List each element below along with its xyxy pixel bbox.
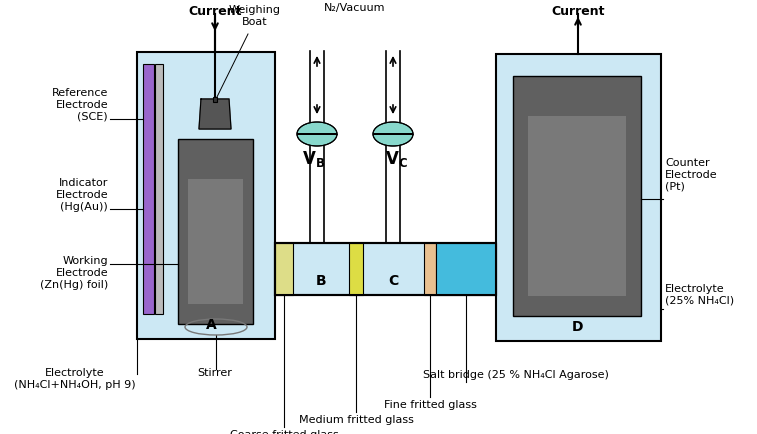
Polygon shape [199, 100, 231, 130]
Text: Current: Current [188, 5, 241, 18]
Text: Electrolyte
(NH₄Cl+NH₄OH, pH 9): Electrolyte (NH₄Cl+NH₄OH, pH 9) [14, 367, 136, 389]
Bar [188, 180, 243, 304]
Text: Counter
Electrode
(Pt): Counter Electrode (Pt) [665, 158, 718, 191]
Polygon shape [373, 123, 413, 135]
Polygon shape [297, 135, 337, 147]
Bar [275, 243, 293, 295]
Bar [155, 65, 163, 314]
Text: Working
Electrode
(Zn(Hg) foil): Working Electrode (Zn(Hg) foil) [40, 256, 108, 289]
Bar [436, 243, 496, 295]
Bar [424, 243, 436, 295]
Text: C: C [388, 273, 398, 287]
Bar [528, 117, 626, 296]
Text: Stirrer: Stirrer [198, 367, 232, 377]
Text: Fine fritted glass: Fine fritted glass [384, 399, 476, 409]
Text: Reference
Electrode
(SCE): Reference Electrode (SCE) [51, 88, 108, 122]
Bar [213, 98, 217, 103]
Text: Indicator
Electrode
(Hg(Au)): Indicator Electrode (Hg(Au)) [55, 178, 108, 211]
Text: Electrolyte
(25% NH₄Cl): Electrolyte (25% NH₄Cl) [665, 283, 734, 305]
Text: D: D [572, 319, 584, 333]
Text: $\mathbf{V_C}$: $\mathbf{V_C}$ [385, 149, 407, 169]
Text: N₂/Vacuum: N₂/Vacuum [324, 3, 386, 13]
Bar [178, 140, 253, 324]
Text: Coarse fritted glass: Coarse fritted glass [229, 429, 338, 434]
Text: Weighing
Boat: Weighing Boat [229, 5, 281, 26]
Bar [275, 243, 496, 295]
Bar [513, 77, 641, 316]
Text: B: B [316, 273, 326, 287]
Bar [496, 55, 661, 341]
Text: A: A [206, 317, 217, 331]
Text: Current: Current [551, 5, 605, 18]
Polygon shape [297, 123, 337, 135]
Bar [275, 243, 496, 295]
Text: $\mathbf{V_B}$: $\mathbf{V_B}$ [302, 149, 326, 169]
Polygon shape [373, 135, 413, 147]
Text: Medium fritted glass: Medium fritted glass [298, 414, 413, 424]
Bar [349, 243, 363, 295]
Bar [137, 53, 275, 339]
Text: Salt bridge (25 % NH₄Cl Agarose): Salt bridge (25 % NH₄Cl Agarose) [423, 369, 609, 379]
Bar [143, 65, 154, 314]
